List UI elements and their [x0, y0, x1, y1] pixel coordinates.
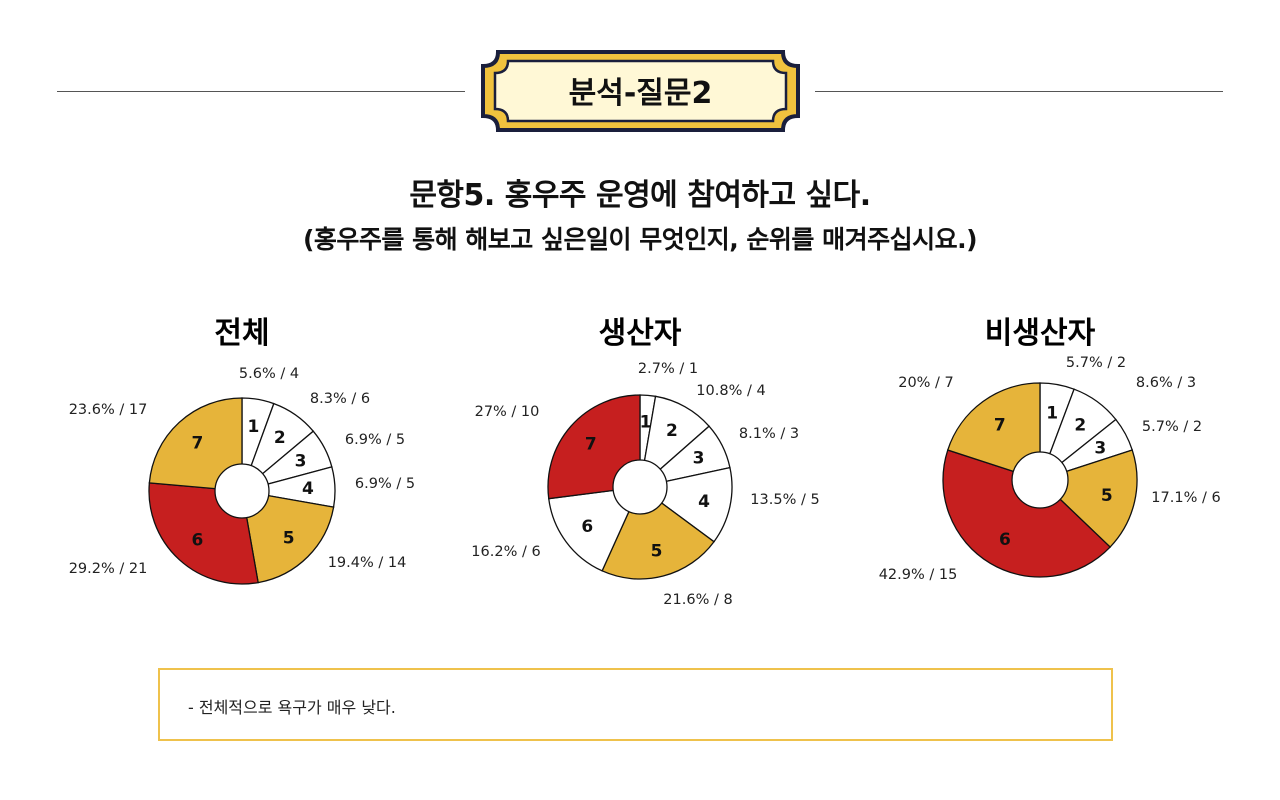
pie-slice-6 — [548, 486, 642, 572]
slice-value-label: 2.7% / 1 — [638, 361, 698, 377]
slice-value-label: 5.7% / 2 — [1142, 419, 1202, 435]
slice-rank-label: 3 — [693, 449, 705, 469]
slice-rank-label: 4 — [302, 479, 314, 499]
slice-value-label: 5.7% / 2 — [1066, 355, 1126, 371]
pie-chart-3: 1 5.7% / 2 2 8.6% / 3 3 5.7% / 2 5 17.1% / 6 6 42… — [879, 316, 1221, 583]
slice-value-label: 6.9% / 5 — [345, 432, 405, 448]
question-title: 문항5. 홍우주 운영에 참여하고 싶다. — [409, 178, 871, 213]
note-text: - 전체적으로 욕구가 매우 낮다. — [188, 698, 396, 717]
header-line-left — [57, 91, 465, 92]
slice-value-label: 13.5% / 5 — [750, 492, 819, 508]
slice-value-label: 17.1% / 6 — [1151, 490, 1220, 506]
badge-inner-frame — [493, 59, 788, 123]
chart-title: 비생산자 — [985, 316, 1096, 351]
slice-rank-label: 7 — [585, 435, 597, 455]
slice-value-label: 42.9% / 15 — [879, 567, 958, 583]
slice-value-label: 19.4% / 14 — [328, 555, 407, 571]
slice-rank-label: 4 — [698, 492, 710, 512]
donut-hole — [612, 459, 668, 515]
header-line-right — [815, 91, 1223, 92]
slice-value-label: 23.6% / 17 — [69, 402, 148, 418]
pie-slice-7 — [148, 397, 243, 492]
slice-rank-label: 7 — [191, 433, 203, 453]
slice-rank-label: 2 — [1074, 416, 1086, 436]
slice-rank-label: 1 — [640, 413, 652, 433]
slice-value-label: 27% / 10 — [475, 404, 540, 420]
note-box: - 전체적으로 욕구가 매우 낮다. — [158, 668, 1113, 741]
slice-rank-label: 2 — [666, 421, 678, 441]
slice-value-label: 16.2% / 6 — [471, 544, 540, 560]
chart-title: 전체 — [214, 316, 269, 351]
slice-rank-label: 5 — [1101, 486, 1113, 506]
section-badge: 분석-질문2 — [481, 50, 800, 132]
slice-value-label: 8.6% / 3 — [1136, 375, 1196, 391]
slice-rank-label: 3 — [295, 452, 307, 472]
slice-rank-label: 6 — [191, 531, 203, 551]
slice-value-label: 5.6% / 4 — [239, 366, 299, 382]
slice-rank-label: 6 — [581, 517, 593, 537]
pie-chart-1: 1 5.6% / 4 2 8.3% / 6 3 6.9% / 5 4 6.9% / 5 5 19.… — [69, 316, 415, 585]
slice-value-label: 10.8% / 4 — [696, 383, 765, 399]
slice-rank-label: 3 — [1094, 439, 1106, 459]
question-subtitle: (홍우주를 통해 해보고 싶은일이 무엇인지, 순위를 매겨주십시요.) — [302, 225, 978, 254]
slice-value-label: 21.6% / 8 — [663, 592, 732, 608]
donut-hole — [1011, 451, 1069, 509]
pie-slice-6 — [942, 449, 1112, 578]
pie-chart-2: 1 2.7% / 1 2 10.8% / 4 3 8.1% / 3 4 13.5% / 5 5 2… — [471, 316, 819, 608]
slice-value-label: 8.3% / 6 — [310, 391, 370, 407]
pie-slice-7 — [946, 382, 1041, 481]
slice-value-label: 8.1% / 3 — [739, 426, 799, 442]
chart-title: 생산자 — [599, 316, 682, 351]
slice-rank-label: 1 — [248, 417, 260, 437]
slice-value-label: 20% / 7 — [898, 375, 954, 391]
slice-value-label: 6.9% / 5 — [355, 476, 415, 492]
pie-slice-5 — [241, 490, 335, 584]
slice-rank-label: 1 — [1046, 404, 1058, 424]
slice-rank-label: 5 — [283, 529, 295, 549]
slice-value-label: 29.2% / 21 — [69, 561, 148, 577]
slice-rank-label: 7 — [994, 416, 1006, 436]
slice-rank-label: 5 — [651, 541, 663, 561]
slice-rank-label: 6 — [999, 530, 1011, 550]
donut-hole — [214, 463, 270, 519]
badge-title: 분석-질문2 — [569, 76, 713, 111]
slice-rank-label: 2 — [274, 428, 286, 448]
